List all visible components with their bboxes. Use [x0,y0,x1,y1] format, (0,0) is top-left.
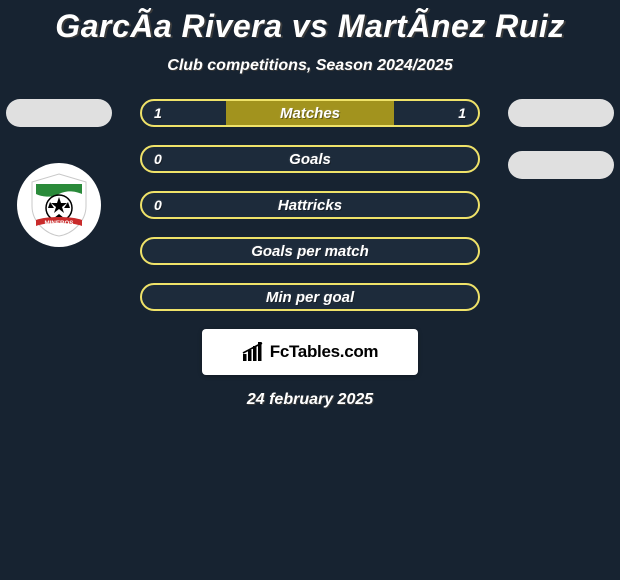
date-label: 24 february 2025 [0,391,620,409]
stat-rows: Matches 1 1 Goals 0 Hattricks 0 Goals per match… [140,99,480,311]
stat-row: Goals per match [140,237,480,265]
right-player-name-pill [508,99,614,127]
stat-left-value: 1 [154,105,162,121]
left-player-column: MINEROS [4,99,114,247]
stat-label: Goals per match [251,243,369,260]
left-club-badge: MINEROS [17,163,101,247]
svg-text:MINEROS: MINEROS [45,220,74,227]
subtitle: Club competitions, Season 2024/2025 [0,57,620,75]
stat-label: Matches [280,105,340,122]
stat-label: Min per goal [266,289,354,306]
stat-label: Hattricks [278,197,342,214]
right-club-pill [508,151,614,179]
right-player-column [506,99,616,203]
stat-left-value: 0 [154,197,162,213]
stat-row: Min per goal [140,283,480,311]
fctables-logo-box: FcTables.com [202,329,418,375]
stat-right-value: 1 [458,105,466,121]
left-player-name-pill [6,99,112,127]
stat-row: Hattricks 0 [140,191,480,219]
stat-row: Matches 1 1 [140,99,480,127]
shield-icon: MINEROS [26,172,92,238]
fctables-logo-text: FcTables.com [270,342,379,362]
stat-left-value: 0 [154,151,162,167]
stat-row: Goals 0 [140,145,480,173]
stat-label: Goals [289,151,331,168]
page-title: GarcÃ­a Rivera vs MartÃ­nez Ruiz [0,0,620,45]
bars-icon [242,342,266,362]
comparison-stage: MINEROS Matches 1 1 Goals 0 Hattricks 0 Goals p… [0,99,620,311]
